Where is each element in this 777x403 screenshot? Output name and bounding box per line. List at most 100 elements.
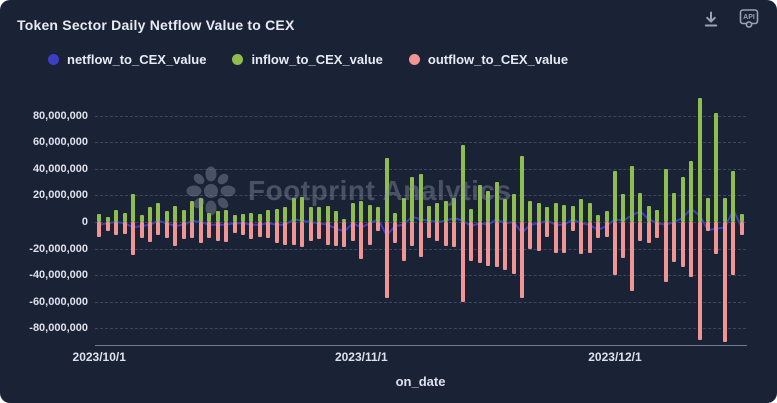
- outflow-bar[interactable]: [629, 222, 634, 292]
- outflow-bar[interactable]: [393, 222, 398, 244]
- outflow-bar[interactable]: [266, 222, 271, 238]
- inflow-bar[interactable]: [308, 207, 313, 222]
- inflow-bar[interactable]: [739, 214, 744, 222]
- outflow-bar[interactable]: [469, 222, 474, 261]
- inflow-bar[interactable]: [545, 207, 550, 222]
- outflow-bar[interactable]: [596, 222, 601, 238]
- inflow-bar[interactable]: [570, 206, 575, 222]
- outflow-bar[interactable]: [190, 222, 195, 238]
- inflow-bar[interactable]: [198, 198, 203, 222]
- outflow-bar[interactable]: [207, 222, 212, 238]
- outflow-bar[interactable]: [249, 222, 254, 240]
- inflow-bar[interactable]: [519, 155, 524, 222]
- outflow-bar[interactable]: [384, 222, 389, 298]
- chart-plot-area[interactable]: [95, 90, 746, 345]
- outflow-bar[interactable]: [215, 222, 220, 241]
- inflow-bar[interactable]: [528, 200, 533, 222]
- outflow-bar[interactable]: [274, 222, 279, 244]
- outflow-bar[interactable]: [164, 222, 169, 238]
- outflow-bar[interactable]: [410, 222, 415, 246]
- outflow-bar[interactable]: [232, 222, 237, 233]
- inflow-bar[interactable]: [452, 198, 457, 222]
- outflow-bar[interactable]: [283, 222, 288, 245]
- outflow-bar[interactable]: [638, 222, 643, 241]
- outflow-bar[interactable]: [460, 222, 465, 302]
- inflow-bar[interactable]: [604, 211, 609, 222]
- inflow-bar[interactable]: [300, 196, 305, 222]
- outflow-bar[interactable]: [528, 222, 533, 249]
- outflow-bar[interactable]: [147, 222, 152, 242]
- inflow-bar[interactable]: [384, 158, 389, 222]
- outflow-bar[interactable]: [511, 222, 516, 274]
- inflow-bar[interactable]: [705, 198, 710, 222]
- inflow-bar[interactable]: [401, 198, 406, 222]
- outflow-bar[interactable]: [443, 222, 448, 246]
- outflow-bar[interactable]: [224, 222, 229, 242]
- outflow-bar[interactable]: [198, 222, 203, 244]
- outflow-bar[interactable]: [562, 222, 567, 253]
- outflow-bar[interactable]: [156, 222, 161, 236]
- outflow-bar[interactable]: [418, 222, 423, 257]
- outflow-bar[interactable]: [367, 222, 372, 245]
- outflow-bar[interactable]: [646, 222, 651, 244]
- inflow-bar[interactable]: [486, 191, 491, 222]
- inflow-bar[interactable]: [114, 210, 119, 222]
- outflow-bar[interactable]: [655, 222, 660, 238]
- inflow-bar[interactable]: [131, 194, 136, 222]
- outflow-bar[interactable]: [714, 222, 719, 254]
- outflow-bar[interactable]: [494, 222, 499, 268]
- inflow-bar[interactable]: [232, 215, 237, 222]
- inflow-bar[interactable]: [663, 168, 668, 222]
- inflow-bar[interactable]: [156, 203, 161, 222]
- inflow-bar[interactable]: [553, 203, 558, 222]
- outflow-bar[interactable]: [97, 222, 102, 237]
- inflow-bar[interactable]: [536, 203, 541, 222]
- outflow-bar[interactable]: [173, 222, 178, 246]
- inflow-bar[interactable]: [317, 207, 322, 222]
- inflow-bar[interactable]: [418, 174, 423, 222]
- inflow-bar[interactable]: [443, 200, 448, 222]
- outflow-bar[interactable]: [587, 222, 592, 253]
- outflow-bar[interactable]: [519, 222, 524, 298]
- inflow-bar[interactable]: [503, 199, 508, 222]
- outflow-bar[interactable]: [333, 222, 338, 246]
- outflow-bar[interactable]: [105, 222, 110, 232]
- inflow-bar[interactable]: [638, 192, 643, 222]
- inflow-bar[interactable]: [376, 207, 381, 222]
- outflow-bar[interactable]: [722, 222, 727, 342]
- inflow-bar[interactable]: [621, 194, 626, 222]
- outflow-bar[interactable]: [325, 222, 330, 245]
- outflow-bar[interactable]: [697, 222, 702, 341]
- outflow-bar[interactable]: [426, 222, 431, 238]
- inflow-bar[interactable]: [190, 200, 195, 222]
- download-icon[interactable]: [699, 6, 723, 32]
- inflow-bar[interactable]: [122, 212, 127, 222]
- outflow-bar[interactable]: [604, 222, 609, 237]
- outflow-bar[interactable]: [131, 222, 136, 256]
- inflow-bar[interactable]: [410, 176, 415, 222]
- outflow-bar[interactable]: [536, 222, 541, 252]
- outflow-bar[interactable]: [291, 222, 296, 245]
- inflow-bar[interactable]: [579, 199, 584, 222]
- inflow-bar[interactable]: [655, 210, 660, 222]
- outflow-bar[interactable]: [350, 222, 355, 241]
- outflow-bar[interactable]: [376, 222, 381, 232]
- outflow-bar[interactable]: [139, 222, 144, 238]
- inflow-bar[interactable]: [105, 216, 110, 222]
- outflow-bar[interactable]: [257, 222, 262, 237]
- outflow-bar[interactable]: [435, 222, 440, 241]
- inflow-bar[interactable]: [393, 212, 398, 222]
- inflow-bar[interactable]: [494, 182, 499, 222]
- legend-item-inflow[interactable]: inflow_to_CEX_value: [232, 52, 383, 67]
- outflow-bar[interactable]: [570, 222, 575, 232]
- inflow-bar[interactable]: [646, 206, 651, 222]
- outflow-bar[interactable]: [401, 222, 406, 261]
- inflow-bar[interactable]: [359, 200, 364, 222]
- outflow-bar[interactable]: [672, 222, 677, 262]
- outflow-bar[interactable]: [477, 222, 482, 264]
- inflow-bar[interactable]: [147, 207, 152, 222]
- outflow-bar[interactable]: [579, 222, 584, 254]
- inflow-bar[interactable]: [469, 208, 474, 222]
- api-icon[interactable]: API: [737, 6, 761, 32]
- inflow-bar[interactable]: [680, 176, 685, 222]
